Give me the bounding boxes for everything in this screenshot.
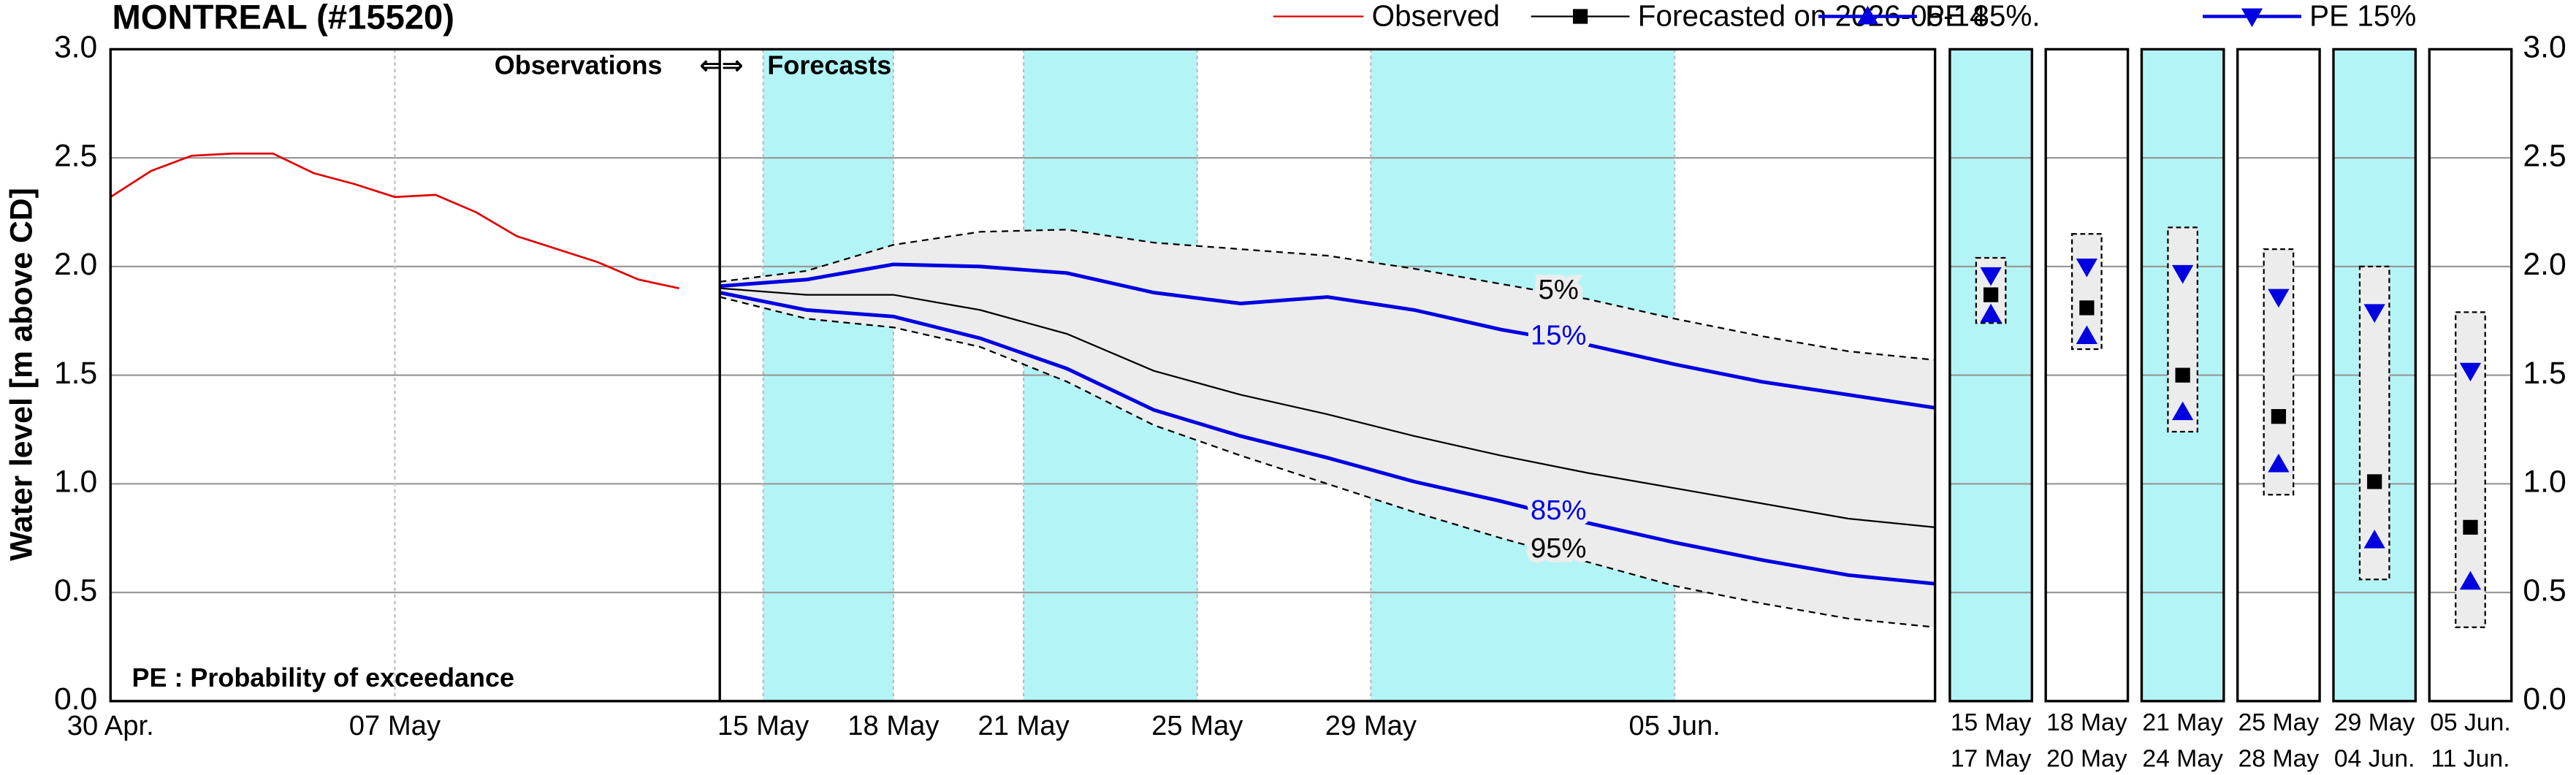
marker-square xyxy=(2367,474,2382,489)
marker-triangle-up xyxy=(1980,303,2002,323)
period-range xyxy=(2071,233,2103,351)
marker-triangle-down xyxy=(1980,267,2002,286)
annotation: Observations xyxy=(495,50,663,80)
marker-square xyxy=(2079,300,2095,316)
line-label: 95% xyxy=(1531,532,1586,564)
y-tick-label: 0.5 xyxy=(54,573,97,608)
legend-label: Observed xyxy=(1372,0,1500,32)
y2-tick-label: 0.5 xyxy=(2523,573,2566,608)
marker-triangle-down xyxy=(2241,8,2263,28)
panel-frame xyxy=(1948,47,2033,703)
forecast-line xyxy=(719,296,1935,628)
chart-title: MONTREAL (#15520) xyxy=(113,0,455,37)
period-from: 18 May xyxy=(2046,709,2127,736)
line-label: 15% xyxy=(1531,320,1586,351)
plot-frame xyxy=(109,47,1937,703)
percentile-band xyxy=(720,229,1935,627)
forecast-line xyxy=(720,262,1936,410)
observed-line xyxy=(110,152,679,289)
legend-label: PE 15% xyxy=(2309,0,2416,32)
period-to: 11 Jun. xyxy=(2431,745,2510,773)
x-tick-label: 05 Jun. xyxy=(1629,710,1720,741)
period-from: 05 Jun. xyxy=(2430,709,2511,736)
period-to: 17 May xyxy=(1951,745,2032,773)
annotation: PE : Probability of exceedance xyxy=(132,663,514,692)
period-from: 29 May xyxy=(2334,709,2415,736)
x-tick-label: 30 Apr. xyxy=(67,710,154,741)
y-tick-label: 2.0 xyxy=(54,247,97,282)
panel-frame xyxy=(2044,47,2130,703)
period-to: 28 May xyxy=(2238,745,2320,773)
legend-label: Forecasted on 2026-05-14 xyxy=(1638,0,1986,32)
marker-triangle-up xyxy=(2076,325,2097,345)
y-tick-label: 3.0 xyxy=(54,30,97,65)
x-tick-label: 07 May xyxy=(349,710,441,741)
forecast-line xyxy=(720,229,1935,361)
x-tick-label: 18 May xyxy=(847,710,940,741)
period-from: 21 May xyxy=(2142,709,2223,736)
x-tick-label: 29 May xyxy=(1325,710,1417,741)
marker-triangle-up xyxy=(2459,570,2482,590)
period-to: 20 May xyxy=(2046,745,2127,773)
marker-square xyxy=(1983,287,1999,302)
y2-tick-label: 1.0 xyxy=(2523,465,2566,500)
y2-tick-label: 2.0 xyxy=(2523,247,2566,282)
y2-tick-label: 3.0 xyxy=(2523,30,2566,65)
marker-square xyxy=(1573,9,1588,24)
period-to: 04 Jun. xyxy=(2334,745,2415,773)
forecast-line xyxy=(720,287,1935,528)
period-range xyxy=(2167,226,2199,433)
y-tick-label: 2.5 xyxy=(54,138,97,173)
y-tick-label: 1.0 xyxy=(54,465,97,500)
period-to: 24 May xyxy=(2142,745,2223,773)
marker-triangle-up xyxy=(2268,453,2290,473)
annotation: Forecasts xyxy=(767,50,891,80)
x-tick-label: 21 May xyxy=(978,710,1070,741)
line-label: 85% xyxy=(1531,495,1586,526)
panel-frame xyxy=(2236,47,2321,703)
y2-tick-label: 2.5 xyxy=(2523,138,2566,173)
x-tick-label: 25 May xyxy=(1151,710,1243,741)
marker-square xyxy=(2175,367,2190,383)
marker-square xyxy=(2463,519,2478,535)
x-tick-label: 15 May xyxy=(717,710,809,741)
y-tick-label: 1.5 xyxy=(54,356,97,391)
marker-triangle-up xyxy=(2363,530,2385,549)
forecast-line xyxy=(719,291,1935,586)
legend-label: PE 85%. xyxy=(1925,0,2040,32)
marker-triangle-down xyxy=(2268,289,2290,308)
period-from: 15 May xyxy=(1951,709,2032,736)
marker-triangle-down xyxy=(2363,304,2385,323)
y2-tick-label: 0.0 xyxy=(2523,682,2566,717)
legend-item: Observed xyxy=(1273,0,1500,32)
annotation: ⇐⇒ xyxy=(699,50,743,80)
legend-item: PE 85%. xyxy=(1818,0,2040,32)
y2-tick-label: 1.5 xyxy=(2523,356,2566,391)
marker-square xyxy=(2271,409,2287,424)
marker-triangle-up xyxy=(2172,401,2194,421)
marker-triangle-down xyxy=(2459,362,2482,382)
panel-frame xyxy=(2428,47,2513,703)
y-axis-label: Water level [m above CD] xyxy=(4,188,39,561)
panel-frame xyxy=(2332,47,2417,703)
line-label: 5% xyxy=(1539,274,1579,305)
legend-item: Forecasted on 2026-05-14 xyxy=(1531,0,1986,32)
marker-triangle-up xyxy=(1856,5,1879,25)
panel-frame xyxy=(2140,47,2225,703)
legend-item: PE 15% xyxy=(2203,0,2416,32)
marker-triangle-down xyxy=(2172,264,2194,284)
marker-triangle-down xyxy=(2076,258,2097,278)
period-from: 25 May xyxy=(2238,709,2320,736)
y-tick-label: 0.0 xyxy=(54,682,97,717)
